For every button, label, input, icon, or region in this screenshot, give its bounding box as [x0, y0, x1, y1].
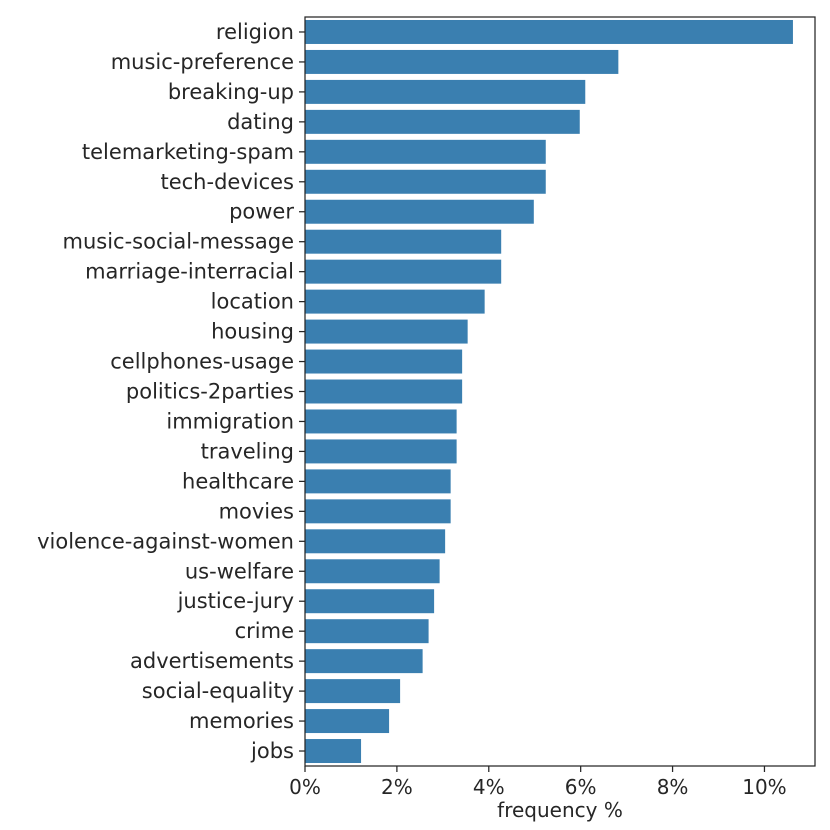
bar-crime: [305, 619, 429, 644]
bar-power: [305, 199, 534, 224]
bar-location: [305, 289, 485, 314]
category-label-dating: dating: [227, 110, 294, 134]
bar-religion: [305, 19, 793, 44]
bar-healthcare: [305, 469, 451, 494]
x-tick-label-5: 10%: [742, 775, 786, 799]
x-tick-label-0: 0%: [289, 775, 321, 799]
plot-frame: [304, 16, 816, 767]
bar-telemarketing-spam: [305, 139, 546, 164]
category-label-healthcare: healthcare: [182, 469, 294, 493]
category-label-telemarketing-spam: telemarketing-spam: [82, 140, 294, 164]
bar-jobs: [305, 739, 362, 764]
category-label-advertisements: advertisements: [130, 649, 294, 673]
category-label-music-social-message: music-social-message: [63, 230, 295, 254]
bars-group: [305, 19, 793, 764]
x-tick-label-2: 4%: [473, 775, 505, 799]
x-tick-label-4: 8%: [657, 775, 689, 799]
bar-violence-against-women: [305, 529, 446, 554]
x-tick-label-3: 6%: [565, 775, 597, 799]
x-tick-label-1: 2%: [381, 775, 413, 799]
bar-movies: [305, 499, 451, 524]
x-axis-title: frequency %: [497, 798, 623, 822]
bar-marriage-interracial: [305, 259, 502, 284]
category-label-violence-against-women: violence-against-women: [37, 529, 294, 553]
category-label-power: power: [229, 200, 294, 224]
bar-justice-jury: [305, 589, 435, 614]
bar-cellphones-usage: [305, 349, 463, 374]
category-label-tech-devices: tech-devices: [160, 170, 294, 194]
bar-tech-devices: [305, 169, 546, 194]
bar-immigration: [305, 409, 457, 434]
category-label-religion: religion: [216, 20, 294, 44]
category-label-jobs: jobs: [250, 739, 294, 763]
category-label-us-welfare: us-welfare: [185, 559, 294, 583]
category-label-music-preference: music-preference: [111, 50, 294, 74]
bar-music-preference: [305, 49, 619, 74]
bar-breaking-up: [305, 79, 586, 104]
category-label-housing: housing: [211, 320, 294, 344]
category-label-marriage-interracial: marriage-interracial: [85, 260, 294, 284]
bar-dating: [305, 109, 580, 134]
category-label-traveling: traveling: [201, 439, 294, 463]
category-labels: religion music-preference breaking-up datin…: [37, 20, 305, 763]
category-label-memories: memories: [189, 709, 294, 733]
category-label-location: location: [211, 290, 294, 314]
bar-traveling: [305, 439, 457, 464]
category-label-movies: movies: [219, 499, 294, 523]
bar-social-equality: [305, 679, 401, 704]
category-label-politics-2parties: politics-2parties: [126, 380, 294, 404]
category-label-social-equality: social-equality: [142, 679, 294, 703]
bar-politics-2parties: [305, 379, 463, 404]
x-axis: 0% 2% 4% 6% 8% 10%: [289, 766, 787, 799]
category-label-cellphones-usage: cellphones-usage: [110, 350, 294, 374]
bar-memories: [305, 709, 390, 734]
category-label-justice-jury: justice-jury: [177, 589, 294, 613]
category-label-crime: crime: [235, 619, 294, 643]
bar-advertisements: [305, 649, 423, 674]
category-label-immigration: immigration: [166, 409, 294, 433]
bar-us-welfare: [305, 559, 440, 584]
bar-music-social-message: [305, 229, 502, 254]
category-label-breaking-up: breaking-up: [168, 80, 294, 104]
bar-housing: [305, 319, 468, 344]
